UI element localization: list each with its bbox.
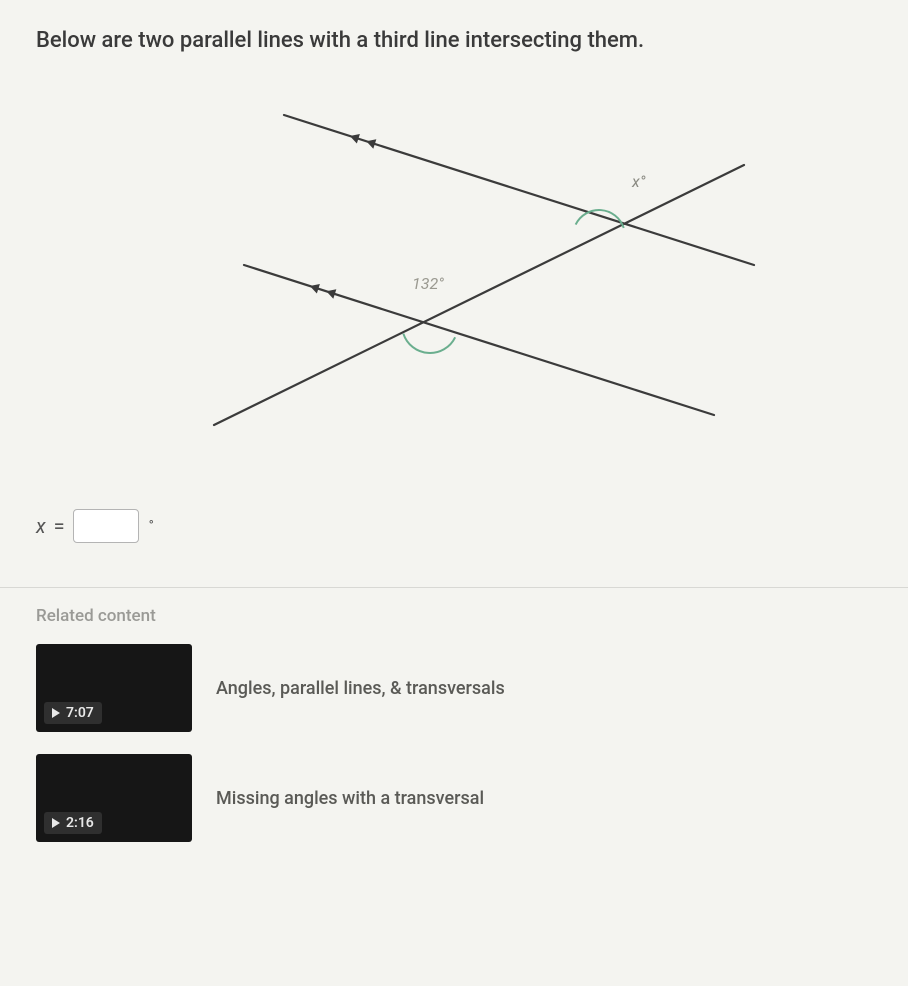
equals-sign: = [54,514,65,538]
video-thumbnail: 7:07 [36,644,192,732]
related-heading: Related content [36,606,872,626]
answer-input[interactable] [73,509,139,543]
section-divider [0,587,908,588]
parallel-lines-diagram: 132° x° [134,75,774,495]
answer-row: x = ° [36,509,872,543]
related-content-section: Related content 7:07 Angles, parallel li… [36,606,872,842]
related-item[interactable]: 2:16 Missing angles with a transversal [36,754,872,842]
duration-text: 2:16 [66,815,94,831]
diagram-container: 132° x° [36,75,872,495]
duration-badge: 7:07 [44,702,102,724]
duration-badge: 2:16 [44,812,102,834]
degree-unit: ° [149,518,154,534]
related-title: Missing angles with a transversal [216,788,484,809]
exercise-page: Below are two parallel lines with a thir… [0,0,908,892]
prompt-text: Below are two parallel lines with a thir… [36,28,872,53]
related-title: Angles, parallel lines, & transversals [216,678,505,699]
svg-text:x°: x° [631,172,646,191]
play-icon [52,818,60,828]
svg-text:132°: 132° [412,274,444,293]
related-item[interactable]: 7:07 Angles, parallel lines, & transvers… [36,644,872,732]
play-icon [52,708,60,718]
video-thumbnail: 2:16 [36,754,192,842]
duration-text: 7:07 [66,705,94,721]
answer-variable: x [36,514,46,538]
